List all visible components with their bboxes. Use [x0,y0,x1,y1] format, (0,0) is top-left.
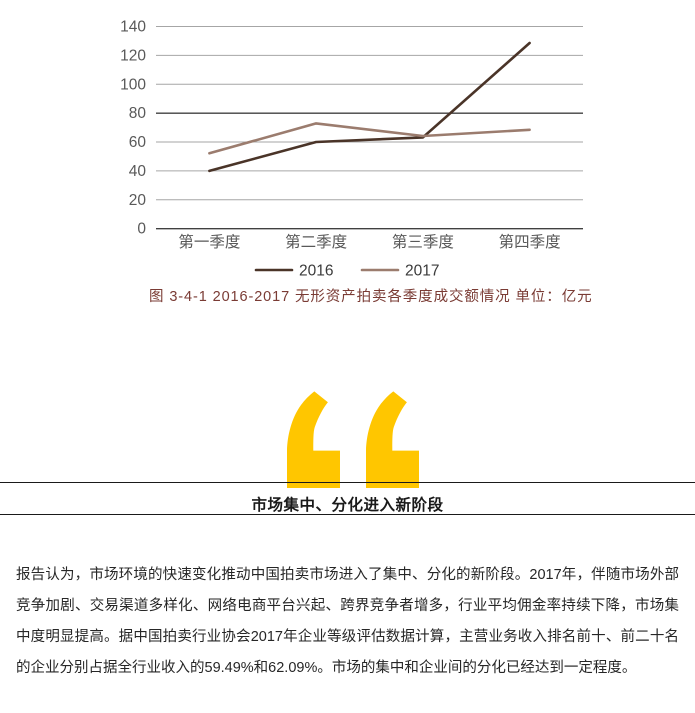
svg-text:60: 60 [129,134,147,151]
svg-text:第二季度: 第二季度 [285,233,347,251]
svg-text:第四季度: 第四季度 [499,233,561,251]
svg-text:20: 20 [129,192,147,209]
svg-text:0: 0 [137,221,146,238]
svg-text:120: 120 [120,47,146,64]
svg-text:2016: 2016 [299,263,333,280]
svg-text:第三季度: 第三季度 [392,233,454,251]
svg-text:140: 140 [120,19,146,36]
svg-text:第一季度: 第一季度 [178,233,240,251]
svg-text:2017: 2017 [405,263,439,280]
svg-text:100: 100 [120,76,146,93]
svg-text:图 3-4-1 2016-2017 无形资产拍卖各季度成: 图 3-4-1 2016-2017 无形资产拍卖各季度成交额情况 单位：亿元 [149,287,593,305]
svg-text:80: 80 [129,105,147,122]
svg-text:40: 40 [129,163,147,180]
